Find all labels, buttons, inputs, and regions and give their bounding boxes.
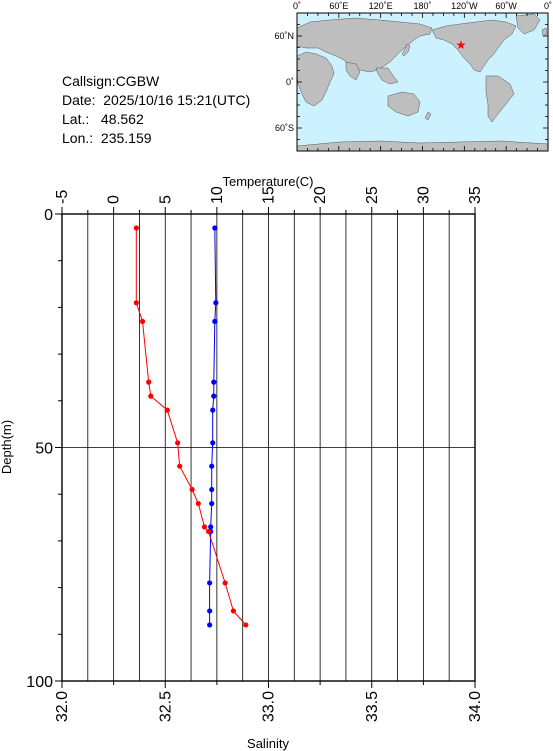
map-frame-ticks xyxy=(296,12,549,152)
temperature-data-point xyxy=(207,608,213,614)
temperature-tick-label: 15 xyxy=(261,186,278,204)
depth-tick-label: 50 xyxy=(35,441,53,458)
temperature-tick-label: 35 xyxy=(467,186,484,204)
date-text: Date: 2025/10/16 15:21(UTC) xyxy=(62,92,251,108)
salinity-tick-label: 33.5 xyxy=(364,691,381,722)
temperature-tick-label: 30 xyxy=(415,186,432,204)
land-north-america xyxy=(431,19,517,73)
land-south-america xyxy=(485,75,515,123)
temperature-data-point xyxy=(213,300,219,306)
latitude-text: Lat.: 48.562 xyxy=(62,111,144,127)
temperature-tick-label: 20 xyxy=(312,186,329,204)
map-landmasses xyxy=(296,13,549,152)
depth-axis: 0 50 100 xyxy=(26,207,62,691)
map-lon-label: 0˚ xyxy=(293,1,301,11)
depth-axis-title: Depth(m) xyxy=(0,420,14,474)
temperature-tick-label: 25 xyxy=(364,186,381,204)
land-southeast-asia xyxy=(375,67,399,85)
salinity-data-point xyxy=(139,318,146,325)
temperature-axis-title: Temperature(C) xyxy=(222,174,313,189)
land-uk xyxy=(541,27,548,37)
map-lon-label: 0˚ xyxy=(544,1,552,11)
salinity-tick-label: 34.0 xyxy=(467,691,484,722)
salinity-data-point xyxy=(177,463,183,469)
salinity-data-point xyxy=(189,486,195,493)
station-info: Callsign:CGBW Date: 2025/10/16 15:21(UTC… xyxy=(62,72,250,148)
salinity-tick-label: 32.0 xyxy=(54,691,71,722)
salinity-data-point xyxy=(222,580,228,586)
temperature-data-point xyxy=(211,393,217,399)
temperature-data-point xyxy=(207,580,213,586)
map-lon-label: 60˚E xyxy=(329,1,348,11)
temperature-data-point xyxy=(212,318,218,325)
chart-grid xyxy=(62,214,475,681)
temperature-axis: -5 0 5 10 15 20 25 30 35 xyxy=(54,186,484,214)
chart-series xyxy=(133,225,249,628)
callsign-text: Callsign:CGBW xyxy=(62,73,160,89)
map-longitude-labels: 0˚ 60˚E 120˚E 180˚ 120˚W 60˚W 0˚ xyxy=(293,1,552,11)
land-japan xyxy=(401,43,411,57)
salinity-data-point xyxy=(201,524,208,530)
map-lon-label: 120˚W xyxy=(451,1,478,11)
land-australia xyxy=(387,91,421,117)
temperature-tick-label: -5 xyxy=(54,190,71,204)
map-latitude-labels: 60˚N 0˚ 60˚S xyxy=(274,31,294,133)
station-marker-icon: ★ xyxy=(456,38,467,52)
map-lat-label: 60˚S xyxy=(275,123,294,133)
salinity-data-point xyxy=(206,528,212,535)
salinity-tick-label: 33.0 xyxy=(261,691,278,722)
salinity-data-point xyxy=(243,622,249,628)
land-new-zealand xyxy=(424,111,432,121)
temperature-data-point xyxy=(207,622,213,628)
salinity-data-point xyxy=(230,608,236,614)
salinity-data-point xyxy=(148,393,154,399)
land-eurasia xyxy=(296,17,433,73)
salinity-data-point xyxy=(164,407,170,413)
map-lon-label: 60˚W xyxy=(495,1,517,11)
temperature-data-point xyxy=(209,486,215,493)
salinity-data-point xyxy=(195,500,201,507)
salinity-data-point xyxy=(175,440,181,446)
temperature-data-point xyxy=(212,225,218,231)
longitude-text: Lon.: 235.159 xyxy=(62,130,152,146)
land-south-asia xyxy=(345,61,361,81)
temperature-data-point xyxy=(211,379,217,385)
map-lat-label: 0˚ xyxy=(286,77,294,87)
depth-tick-label: 0 xyxy=(44,207,53,224)
temperature-tick-label: 5 xyxy=(157,195,174,204)
depth-tick-label: 100 xyxy=(26,674,53,691)
temperature-data-point xyxy=(208,524,214,530)
temperature-tick-label: 10 xyxy=(209,186,226,204)
salinity-tick-label: 32.5 xyxy=(157,691,174,722)
temperature-data-point xyxy=(209,463,215,469)
salinity-axis-title: Salinity xyxy=(247,736,289,751)
map-lat-label: 60˚N xyxy=(274,31,294,41)
map-lon-label: 120˚E xyxy=(369,1,393,11)
temperature-tick-label: 0 xyxy=(106,195,123,204)
salinity-data-point xyxy=(133,225,139,231)
temperature-data-point xyxy=(209,500,215,507)
map-lon-label: 180˚ xyxy=(413,1,431,11)
salinity-data-point xyxy=(133,300,139,306)
salinity-data-point xyxy=(146,379,152,385)
land-africa xyxy=(296,51,335,107)
temperature-data-point xyxy=(210,407,216,413)
temperature-data-point xyxy=(210,440,216,446)
land-greenland xyxy=(515,13,541,35)
salinity-axis: 32.0 32.5 33.0 33.5 34.0 xyxy=(54,681,484,722)
